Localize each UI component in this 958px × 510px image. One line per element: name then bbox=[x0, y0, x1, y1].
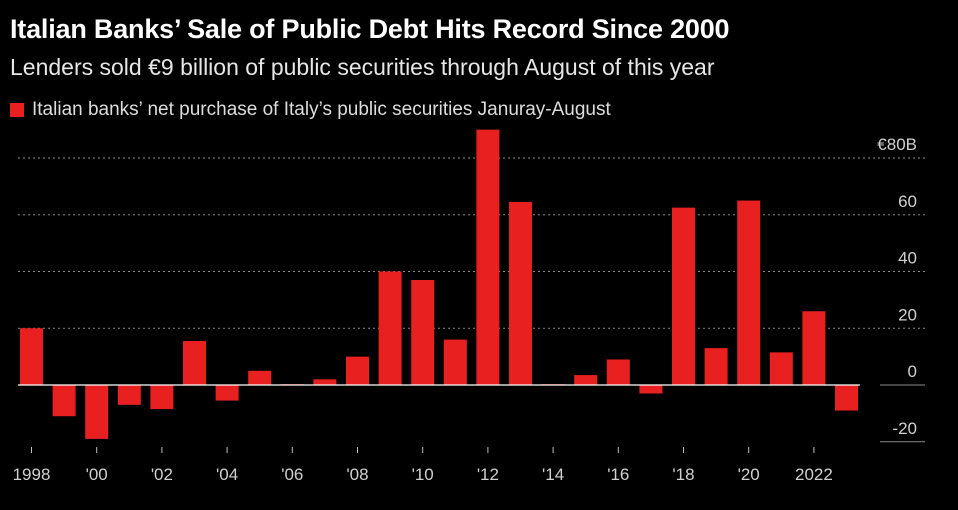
x-tick-label-12: 2022 bbox=[795, 465, 833, 484]
bar-2004 bbox=[215, 385, 239, 401]
x-tick-label-11: '20 bbox=[738, 465, 760, 484]
bar-2003 bbox=[183, 341, 206, 385]
bar-2013 bbox=[509, 201, 532, 385]
bar-1999 bbox=[52, 385, 76, 417]
y-tick-label-2: 40 bbox=[898, 249, 917, 268]
bar-2023 bbox=[835, 385, 858, 411]
bar-2002 bbox=[150, 385, 174, 410]
bar-2022 bbox=[802, 311, 826, 385]
bar-2018 bbox=[672, 207, 695, 385]
bar-2017 bbox=[639, 385, 663, 394]
bar-2010 bbox=[411, 280, 435, 385]
bar-2005 bbox=[248, 370, 272, 385]
bar-2021 bbox=[769, 352, 793, 385]
x-tick-label-7: '12 bbox=[477, 465, 499, 484]
legend: Italian banks’ net purchase of Italy’s p… bbox=[10, 99, 611, 121]
y-tick-label-4: 0 bbox=[908, 362, 917, 381]
x-tick-label-6: '10 bbox=[412, 465, 434, 484]
bar-2000 bbox=[85, 385, 109, 439]
x-tick-label-9: '16 bbox=[607, 465, 629, 484]
x-tick-label-3: '04 bbox=[216, 465, 238, 484]
x-tick-label-4: '06 bbox=[281, 465, 303, 484]
bar-1998 bbox=[20, 328, 43, 385]
bar-2012 bbox=[476, 129, 500, 385]
y-tick-label-1: 60 bbox=[898, 192, 917, 211]
x-tick-label-0: 1998 bbox=[13, 465, 51, 484]
y-tick-label-5: -20 bbox=[892, 419, 917, 438]
chart-subtitle: Lenders sold €9 billion of public securi… bbox=[10, 54, 715, 80]
bar-2001 bbox=[117, 385, 141, 405]
bar-2011 bbox=[443, 339, 467, 385]
x-tick-label-1: '00 bbox=[86, 465, 108, 484]
x-tick-label-2: '02 bbox=[151, 465, 173, 484]
y-tick-label-3: 20 bbox=[898, 305, 917, 324]
grid-lines bbox=[18, 157, 925, 443]
bar-2015 bbox=[574, 375, 598, 385]
bar-2020 bbox=[737, 200, 761, 385]
legend-label: Italian banks’ net purchase of Italy’s p… bbox=[32, 99, 611, 120]
bar-2008 bbox=[346, 356, 369, 385]
x-tick-label-8: '14 bbox=[542, 465, 564, 484]
bars bbox=[20, 129, 858, 439]
x-tick-label-10: '18 bbox=[672, 465, 694, 484]
chart-title: Italian Banks’ Sale of Public Debt Hits … bbox=[10, 14, 730, 44]
bar-2016 bbox=[606, 359, 630, 385]
y-tick-label-0: €80B bbox=[877, 135, 917, 154]
axes: €80B 60 40 20 0 -20 1998 '00 '02 '04 '06 '08 '10 '12 '… bbox=[13, 135, 925, 484]
bar-2009 bbox=[378, 271, 402, 385]
bar-2019 bbox=[704, 348, 728, 385]
legend-swatch bbox=[10, 103, 24, 117]
x-tick-label-5: '08 bbox=[346, 465, 368, 484]
bar-2007 bbox=[313, 379, 337, 385]
